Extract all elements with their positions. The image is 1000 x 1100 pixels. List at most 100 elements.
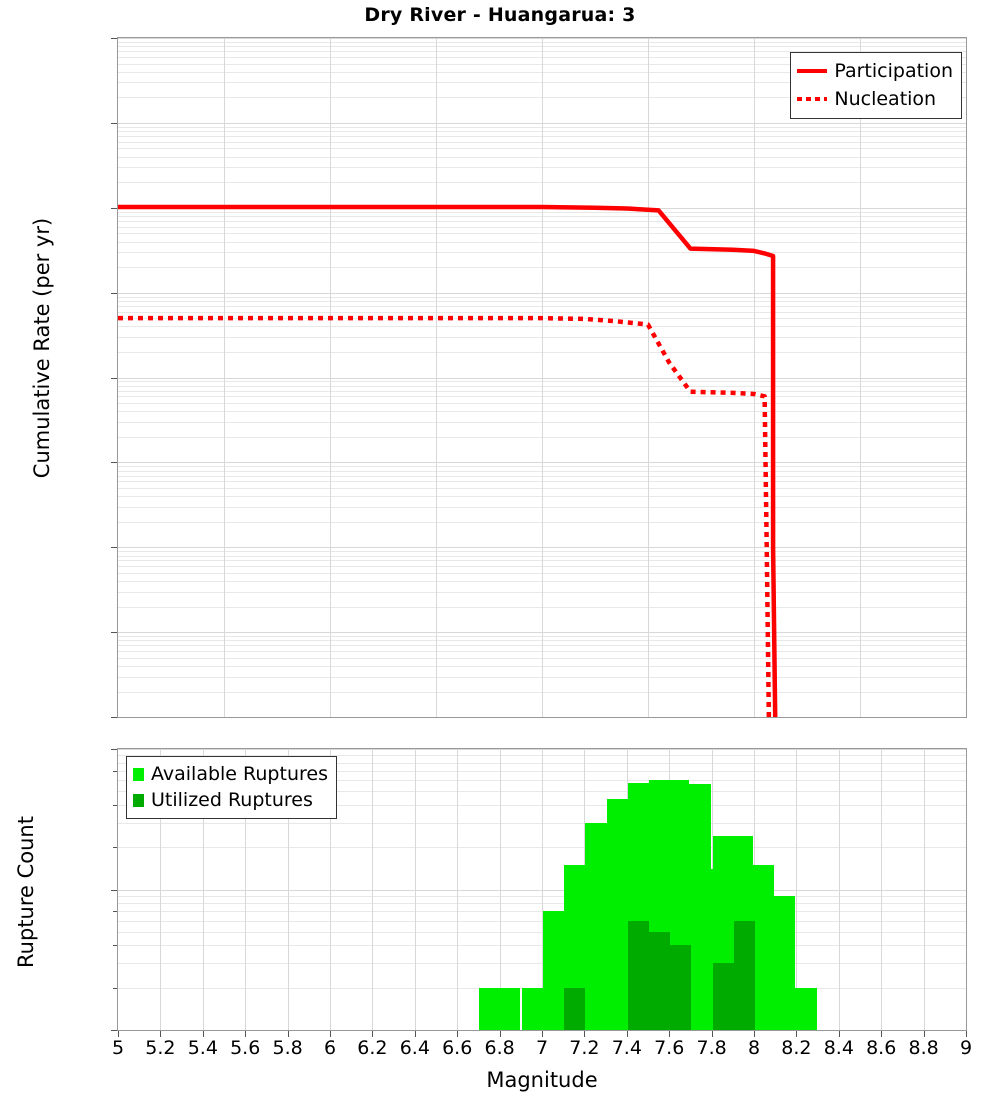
gridline [414,749,416,1030]
y-tick-mark [111,749,117,750]
legend-item-available: Available Ruptures [133,761,328,787]
y-tick-mark [113,804,117,806]
x-tick-label: 8.4 [823,1037,854,1059]
x-axis-label: Magnitude [486,1068,598,1092]
x-tick-mark [838,1031,840,1037]
gridline [330,38,331,717]
x-tick-mark [372,1031,374,1037]
y-tick-mark [111,207,117,209]
x-tick-mark [287,1031,289,1037]
x-tick-label: 8.6 [866,1037,897,1059]
histogram-bar [479,987,520,1030]
cumulative-rate-plot: Participation Nucleation [117,37,967,718]
x-tick-mark [754,1031,755,1037]
y-tick-mark [113,987,117,989]
gridline [648,38,649,717]
y-axis-label-bottom: Rupture Count [14,816,38,968]
x-tick-mark [966,1031,967,1037]
x-tick-mark [414,1031,416,1037]
rate-curves [118,204,778,717]
y-tick-mark [111,547,117,549]
x-tick-mark [584,1031,586,1037]
legend-label: Utilized Ruptures [151,789,313,811]
x-tick-mark [457,1031,459,1037]
page-title: Dry River - Huangarua: 3 [364,4,636,26]
gridline [224,38,225,717]
gridline [202,749,204,1030]
gridline [499,749,501,1030]
gridline [542,749,543,1030]
x-tick-mark [626,1031,628,1037]
x-tick-mark [881,1031,883,1037]
x-tick-label: 5 [111,1037,125,1059]
x-tick-label: 6.8 [484,1037,515,1059]
x-tick-label: 6.6 [442,1037,473,1059]
x-tick-label: 7.6 [654,1037,685,1059]
x-tick-mark [796,1031,798,1037]
gridline [160,749,162,1030]
dark-green-square-icon [133,793,144,807]
gridline [245,749,247,1030]
gridline [436,38,437,717]
x-tick-mark [118,1031,119,1037]
x-tick-label: 5.2 [145,1037,176,1059]
series-nucleation [118,315,772,717]
gridline [118,717,966,718]
y-tick-mark [113,945,117,947]
x-tick-mark [330,1031,331,1037]
x-tick-label: 5.8 [272,1037,303,1059]
legend-label: Nucleation [834,88,937,110]
y-tick-mark [113,770,117,772]
gridline [923,749,925,1030]
x-tick-mark [202,1031,204,1037]
gridline [542,38,543,717]
x-tick-label: 5.6 [230,1037,261,1059]
x-tick-label: 9 [959,1037,973,1059]
x-tick-mark [245,1031,247,1037]
y-tick-mark [111,717,117,718]
y-tick-mark [111,377,117,379]
series-participation [118,204,778,717]
y-tick-mark [113,911,117,913]
y-axis-label-top: Cumulative Rate (per yr) [30,217,54,479]
gridline [330,749,331,1030]
x-tick-label: 6.4 [399,1037,430,1059]
y-tick-mark [111,1030,117,1031]
x-tick-label: 7.2 [569,1037,600,1059]
x-tick-label: 8 [747,1037,761,1059]
legend-bottom: Available Ruptures Utilized Ruptures [126,756,337,819]
x-tick-label: 8.2 [781,1037,812,1059]
x-tick-label: 5.4 [187,1037,218,1059]
gridline [457,749,459,1030]
x-tick-mark [542,1031,543,1037]
x-tick-label: 7 [535,1037,549,1059]
x-tick-mark [499,1031,501,1037]
rupture-count-plot: Available Ruptures Utilized Ruptures [117,748,967,1031]
legend-item-utilized: Utilized Ruptures [133,787,328,813]
y-tick-mark [111,632,117,634]
x-tick-label: 7.4 [611,1037,642,1059]
legend-top: Participation Nucleation [790,52,962,119]
y-tick-mark [111,462,117,464]
legend-label: Available Ruptures [151,763,328,785]
histogram-bar [776,987,817,1030]
x-tick-mark [160,1031,162,1037]
y-tick-mark [111,292,117,294]
x-tick-mark [711,1031,713,1037]
gridline [860,38,861,717]
gridline [287,749,289,1030]
x-tick-label: 6 [323,1037,337,1059]
gridline [881,749,883,1030]
legend-label: Participation [834,60,953,82]
gridline [838,749,840,1030]
gridline [754,38,755,717]
line-solid-icon [797,69,828,73]
line-dotted-icon [797,97,828,101]
gridline [796,749,798,1030]
y-tick-mark [113,847,117,849]
x-tick-mark [669,1031,671,1037]
y-tick-mark [111,122,117,124]
y-tick-mark [111,38,117,39]
x-tick-label: 7.8 [696,1037,727,1059]
